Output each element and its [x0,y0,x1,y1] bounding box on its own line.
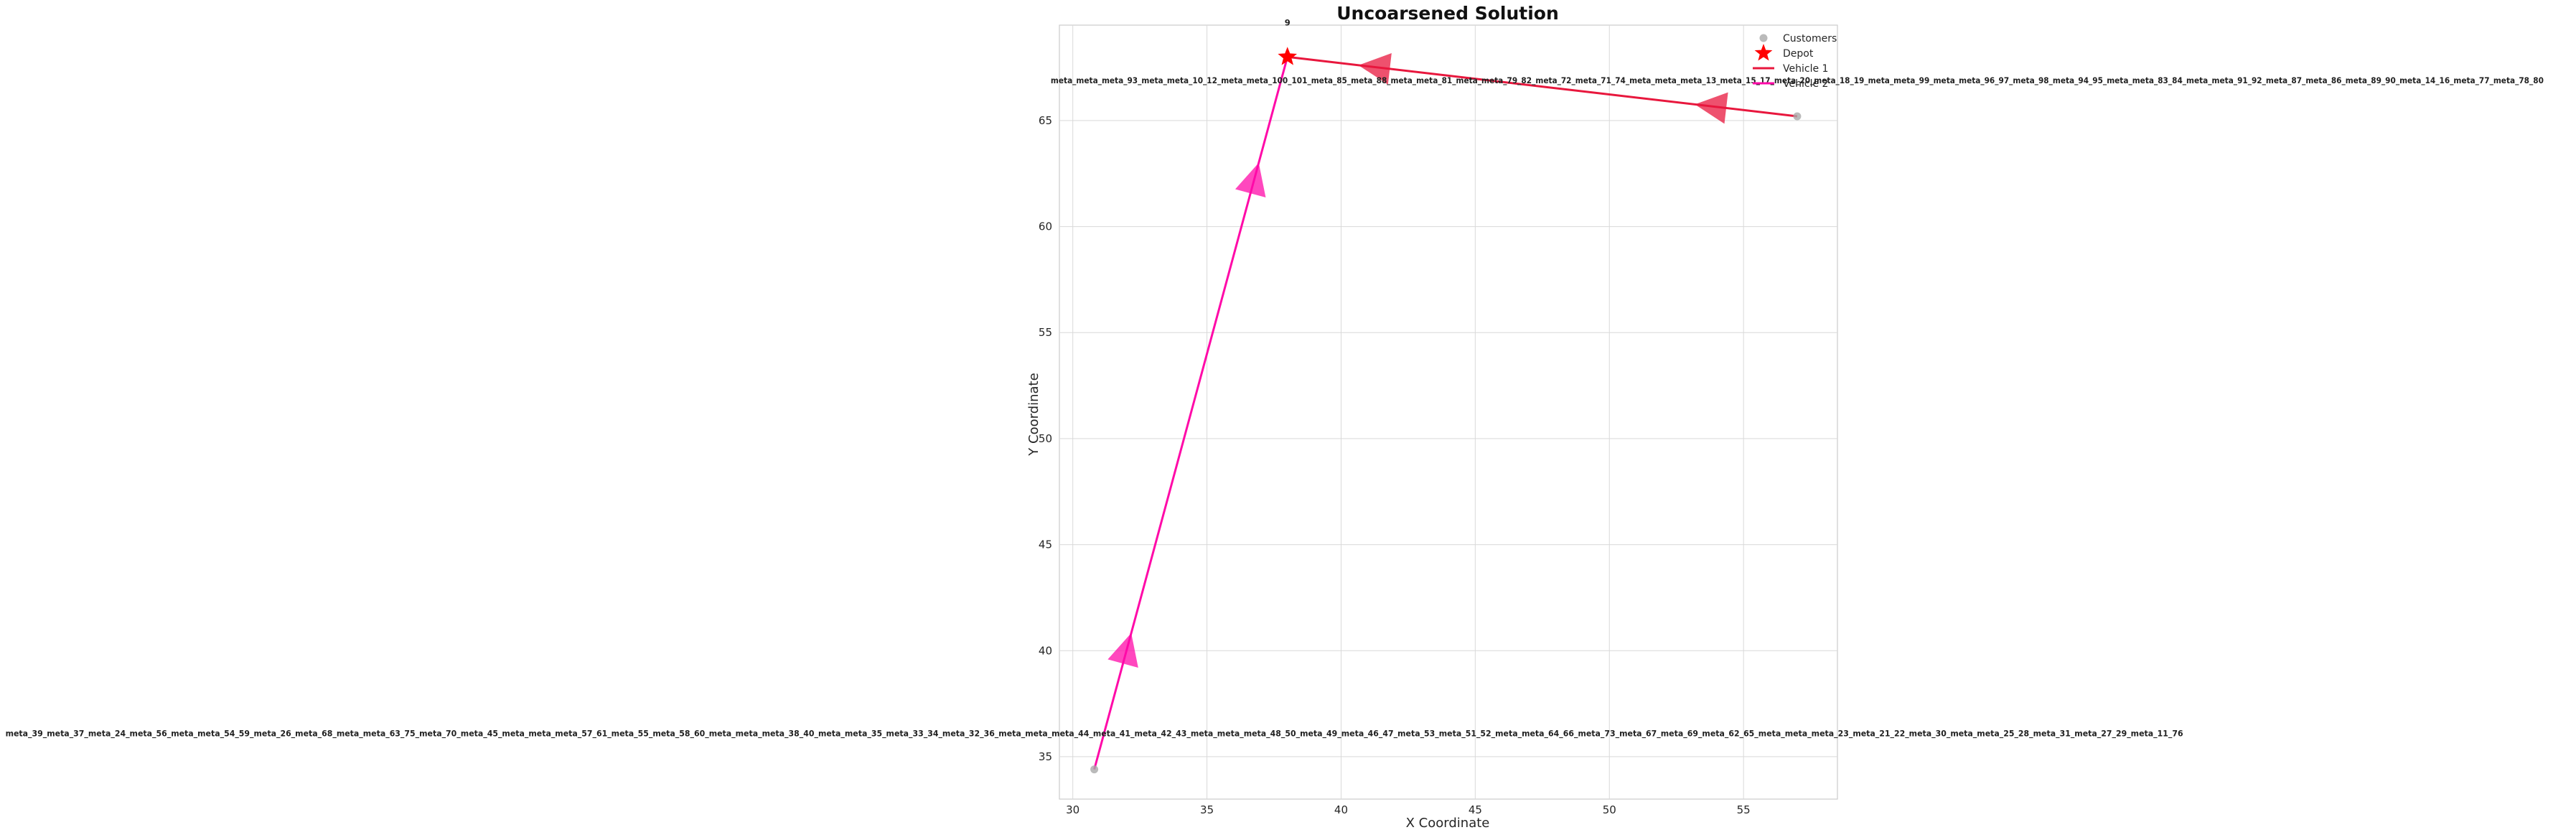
route-arrow-vehicle-2 [1107,633,1138,668]
y-gridlines [1059,120,1837,757]
route-arrow-vehicle-2 [1235,162,1266,197]
legend-depot-star-icon [1754,44,1773,61]
route-arrow-vehicle-1 [1358,53,1392,85]
legend-customers-marker [1759,34,1768,42]
legend-entry: Vehicle 1 [1783,63,1828,75]
legend-entry: Vehicle 2 [1783,78,1828,90]
y-tick-label: 35 [1039,750,1052,763]
depot-marker-group [1278,47,1297,65]
legend-entry: Customers [1783,33,1837,45]
customer-point [1090,765,1099,774]
y-tick-label: 55 [1039,326,1052,339]
y-tick-label: 60 [1039,220,1052,233]
plot-frame [1059,24,1838,800]
legend: Customers Depot Vehicle 1 Vehicle 2 [1753,33,1837,90]
chart-title: Uncoarsened Solution [1336,3,1559,24]
y-axis-label: Y Coordinate [1026,373,1041,456]
route-arrows [1107,53,1728,668]
depot-label: 9 [1285,17,1291,27]
x-tick-label: 50 [1603,803,1616,816]
y-tick-label: 40 [1039,644,1052,657]
y-tick-label: 50 [1039,432,1052,445]
route-arrow-vehicle-1 [1695,92,1728,124]
depot-star-icon [1278,47,1297,65]
x-tick-labels: 30 35 40 45 50 55 [1066,803,1751,816]
y-tick-label: 65 [1039,114,1052,127]
node-labels: meta_39_meta_37_meta_24_meta_56_meta_met… [6,17,2544,739]
x-tick-label: 30 [1066,803,1079,816]
customer-point [1793,112,1802,121]
y-tick-label: 45 [1039,538,1052,551]
x-tick-label: 45 [1469,803,1482,816]
customer-label: meta_39_meta_37_meta_24_meta_56_meta_met… [6,729,2183,740]
x-tick-label: 35 [1200,803,1214,816]
y-tick-labels: 35 40 45 50 55 60 65 [1039,114,1052,763]
legend-entry: Depot [1783,48,1814,60]
x-gridlines [1072,25,1744,799]
x-axis-label: X Coordinate [1406,816,1490,831]
x-tick-label: 40 [1334,803,1348,816]
x-tick-label: 55 [1737,803,1751,816]
customer-points [1090,112,1802,774]
plot-area [1059,24,1838,800]
customer-label: meta_meta_meta_93_meta_meta_10_12_meta_m… [1051,75,2544,86]
